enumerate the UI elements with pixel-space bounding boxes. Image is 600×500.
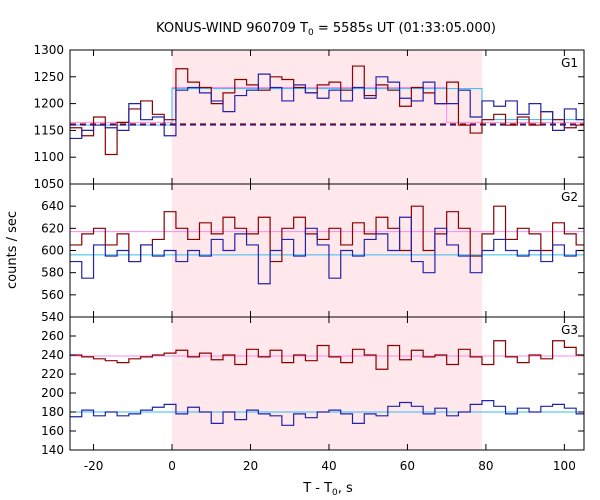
- y-tick-label: 240: [41, 348, 64, 362]
- x-tick-label: 0: [168, 459, 176, 473]
- y-tick-label: 200: [41, 386, 64, 400]
- x-tick-label: 60: [400, 459, 415, 473]
- chart-title-rest: = 5585s UT (01:33:05.000): [314, 21, 496, 36]
- y-tick-label: 1300: [33, 43, 64, 57]
- x-tick-label: 20: [243, 459, 258, 473]
- y-tick-label: 1200: [33, 97, 64, 111]
- x-tick-label: 40: [321, 459, 336, 473]
- y-tick-label: 1050: [33, 177, 64, 191]
- y-tick-label: 1150: [33, 123, 64, 137]
- panel-label: G2: [561, 190, 578, 204]
- x-tick-label: -20: [84, 459, 104, 473]
- x-tick-label: 80: [478, 459, 493, 473]
- series-red-g2: [70, 205, 584, 263]
- y-tick-label: 220: [41, 367, 64, 381]
- panel-g1: 1050 1100 1150 1200 1250 1300 G1: [33, 43, 585, 191]
- series-red-g1: [70, 65, 584, 156]
- chart-title: KONUS-WIND 960709 T0 = 5585s UT (01:33:0…: [156, 21, 496, 38]
- x-axis-label-rest: , s: [338, 481, 353, 496]
- y-tick-label: 1250: [33, 70, 64, 84]
- panel-label: G1: [561, 56, 578, 70]
- shaded-interval: [172, 50, 482, 184]
- y-tick-label: 140: [41, 443, 64, 457]
- panel-label: G3: [561, 323, 578, 337]
- y-tick-label: 620: [41, 221, 64, 235]
- panel-g2: 540 560 580 600 620 640 G2: [41, 183, 585, 324]
- series-red-g3: [70, 340, 584, 370]
- y-tick-label: 580: [41, 266, 64, 280]
- series-blue-g2: [70, 216, 584, 285]
- y-tick-label: 1100: [33, 150, 64, 164]
- y-tick-label: 640: [41, 199, 64, 213]
- panel-g3: 140 160 180 200 220 240 260 G3: [41, 316, 585, 457]
- x-tick-label: 100: [553, 459, 576, 473]
- panel-frame: [69, 316, 585, 451]
- panels-group: 105011001150120012501300G154056058060062…: [33, 43, 585, 473]
- x-axis-label-sub: 0: [332, 488, 338, 498]
- y-tick-label: 600: [41, 244, 64, 258]
- series-blue-g1: [70, 73, 584, 140]
- chart-title-sub: 0: [308, 28, 314, 38]
- chart-title-main: KONUS-WIND 960709 T: [156, 21, 308, 36]
- shaded-interval: [172, 317, 482, 450]
- y-axis-label: counts / sec: [5, 211, 20, 289]
- y-tick-label: 160: [41, 424, 64, 438]
- x-axis-label: T - T0, s: [302, 481, 353, 498]
- y-tick-label: 540: [41, 310, 64, 324]
- series-blue-g3: [70, 400, 584, 426]
- y-tick-label: 260: [41, 329, 64, 343]
- y-tick-label: 560: [41, 288, 64, 302]
- y-tick-label: 180: [41, 405, 64, 419]
- x-axis-label-main: T - T: [302, 481, 332, 496]
